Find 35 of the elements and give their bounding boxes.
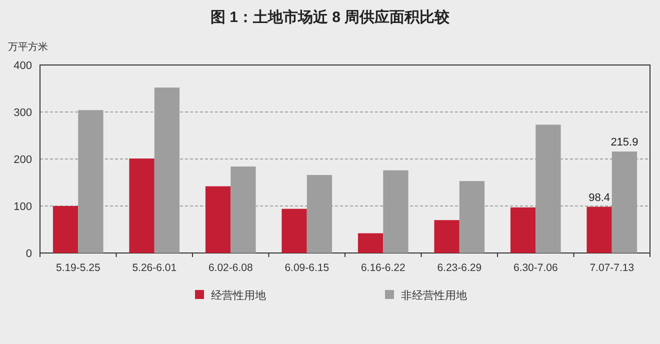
x-tick-label: 6.02-6.08 [208,262,253,274]
data-label: 98.4 [588,192,610,204]
bar [383,170,408,253]
x-tick-label: 5.26-6.01 [132,262,177,274]
bar [78,110,104,253]
bar [612,152,638,253]
x-tick-label: 6.30-7.06 [513,262,558,274]
bar [306,174,332,253]
data-label: 215.9 [610,136,638,149]
y-tick-label: 300 [14,107,32,119]
bar [205,186,231,253]
bar [230,166,256,253]
bar [52,206,78,253]
bar [459,181,485,253]
legend-label: 非经营性用地 [401,289,467,302]
legend-label: 经营性用地 [211,289,266,302]
bar [434,220,460,253]
y-tick-label: 400 [14,60,32,72]
chart-title: 图 1：土地市场近 8 周供应面积比较 [210,8,451,26]
bar [358,233,384,253]
bar [536,124,561,253]
x-tick-label: 6.23-6.29 [437,262,482,274]
y-tick-label: 200 [14,154,32,166]
y-axis-title: 万平方米 [8,41,48,53]
x-tick-label: 6.16-6.22 [360,262,406,274]
bar [154,88,180,253]
bar [282,208,307,253]
bar [586,206,612,253]
x-tick-label: 5.19-5.25 [56,262,100,274]
bar [129,158,154,253]
x-tick-label: 7.07-7.13 [590,262,634,274]
x-tick-label: 6.09-6.15 [284,262,330,274]
bar [510,207,536,253]
y-tick-label: 0 [26,248,32,260]
y-tick-label: 100 [14,201,32,213]
